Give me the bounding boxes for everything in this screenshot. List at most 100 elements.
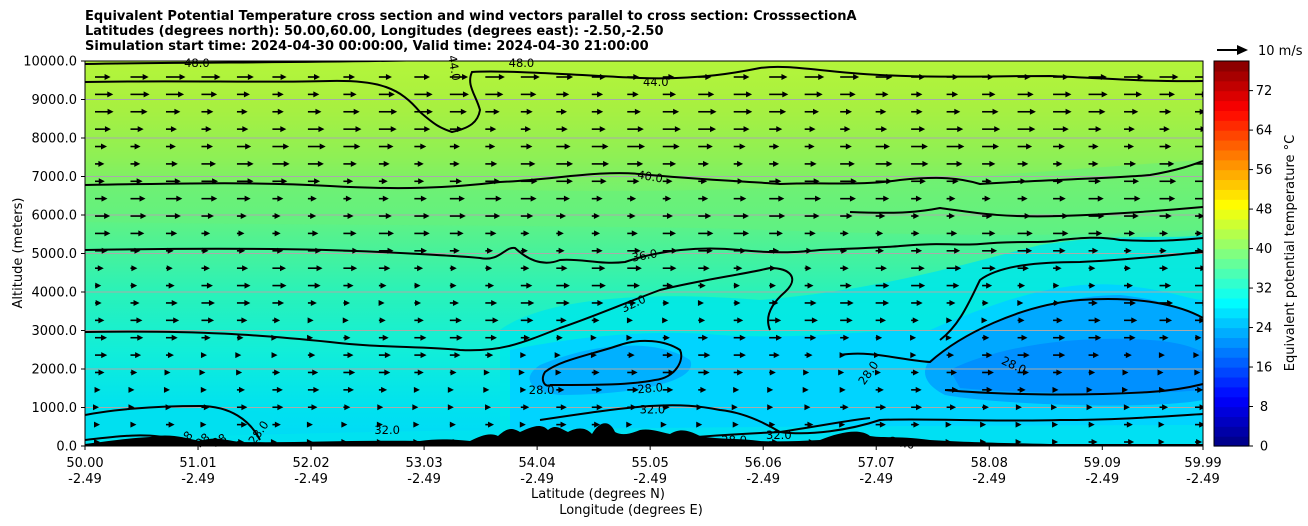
colorbar-segment (1214, 307, 1249, 319)
wind-vector-head (244, 195, 251, 202)
wind-vector-head (1131, 317, 1138, 324)
contour-label: 32.0 (374, 423, 400, 437)
wind-vector-head (241, 404, 248, 411)
wind-vector-head (845, 282, 852, 289)
wind-vector-head (1202, 282, 1203, 289)
wind-vector-head (520, 386, 527, 393)
x-tick-label-lat: 53.03 (405, 456, 442, 471)
wind-vector-head (1158, 439, 1165, 445)
wind-vector-head (1195, 334, 1202, 341)
wind-vector-head (94, 421, 100, 428)
wind-vector-head (945, 421, 952, 428)
wind-vector-head (560, 108, 567, 115)
wind-vector-head (241, 421, 248, 428)
wind-vector-head (413, 386, 420, 393)
wind-vector-head (631, 369, 638, 376)
title-line-2: Latitudes (degrees north): 50.00,60.00, … (85, 24, 664, 39)
wind-vector-head (208, 299, 215, 306)
wind-vector-head (491, 160, 498, 167)
wind-vector-head (846, 317, 853, 324)
wind-vector-head (883, 195, 890, 202)
wind-vector-head (558, 386, 565, 393)
x-tick-label-lon: -2.49 (294, 472, 328, 487)
wind-vector-head (378, 299, 385, 306)
wind-vector-head (376, 421, 383, 428)
wind-vector-head (385, 213, 392, 220)
wind-vector-head (1168, 160, 1175, 167)
wind-vector-head (417, 369, 424, 376)
wind-vector-head (1026, 143, 1033, 150)
wind-vector-head (994, 126, 1001, 133)
wind-vector-head (987, 369, 994, 376)
colorbar-segment (1214, 367, 1249, 378)
wind-vector-head (599, 282, 606, 289)
wind-vector-head (176, 195, 183, 202)
wind-vector-head (458, 195, 465, 202)
wind-vector-head (318, 126, 325, 133)
wind-vector-head (1086, 404, 1093, 411)
wind-vector-head (1053, 282, 1060, 289)
wind-vector-head (1206, 74, 1212, 80)
wind-vector-head (391, 108, 398, 115)
wind-vector-head (877, 386, 884, 393)
wind-vector-head (775, 317, 782, 324)
wind-vector-head (1089, 265, 1096, 272)
wind-vector-head (670, 265, 677, 272)
wind-vector-head (776, 230, 783, 237)
wind-vector-head (1092, 160, 1099, 167)
wind-vector-head (388, 230, 395, 237)
wind-vector-head (842, 230, 849, 237)
wind-vector-head (1091, 299, 1098, 306)
wind-vector-head (733, 386, 740, 393)
wind-vector-head (882, 91, 889, 98)
wind-vector-head (921, 143, 928, 150)
wind-vector-head (1089, 369, 1096, 376)
x-tick-label-lat: 50.00 (66, 456, 103, 471)
wind-vector-head (1018, 317, 1025, 324)
wind-vector-head (353, 108, 360, 115)
wind-vector-head (807, 282, 814, 289)
wind-vector-head (733, 282, 740, 289)
wind-vector-head (884, 143, 891, 150)
x-tick-label-lon: -2.49 (859, 472, 893, 487)
contour-28-right (839, 298, 1203, 364)
wind-vector-head (486, 265, 493, 272)
wind-vector-head (140, 213, 147, 220)
wind-vector-head (93, 404, 99, 411)
wind-vector-head (203, 265, 210, 272)
wind-vector-head (483, 369, 490, 376)
wind-vector-head (702, 195, 709, 202)
wind-vector-head (805, 265, 812, 272)
wind-vector-head (281, 178, 288, 185)
wind-vector-head (563, 299, 570, 306)
wind-vector-head (413, 421, 420, 428)
wind-vector-head (1129, 230, 1136, 237)
colorbar-segment (1214, 149, 1249, 161)
wind-vector-head (1158, 421, 1165, 428)
wind-vector-head (737, 160, 744, 167)
wind-vector-head (138, 230, 145, 237)
wind-vector-head (566, 178, 573, 185)
wind-vector-head (523, 334, 530, 341)
wind-vector-head (953, 282, 960, 289)
wind-vector-head (916, 404, 923, 411)
x-tick-label-lon: -2.49 (1186, 472, 1220, 487)
y-tick-label: 10000.0 (23, 55, 77, 70)
wind-vector-head (1092, 143, 1099, 150)
wind-vector-head (1052, 386, 1059, 393)
x-tick-label-lon: -2.49 (181, 472, 215, 487)
wind-vector-head (1058, 143, 1065, 150)
contour-label: 28.0 (721, 433, 747, 447)
y-tick-label: 2000.0 (32, 363, 78, 378)
wind-vector-head (597, 108, 604, 115)
wind-vector-head (673, 108, 680, 115)
wind-vector-head (989, 265, 996, 272)
wind-vector-head (843, 334, 850, 341)
wind-vector-head (1065, 108, 1072, 115)
x-tick-label-lon: -2.49 (746, 472, 780, 487)
wind-vector-head (710, 126, 717, 133)
wind-vector-head (736, 265, 743, 272)
wind-vector-head (844, 126, 851, 133)
y-tick-label: 0.0 (56, 440, 77, 455)
